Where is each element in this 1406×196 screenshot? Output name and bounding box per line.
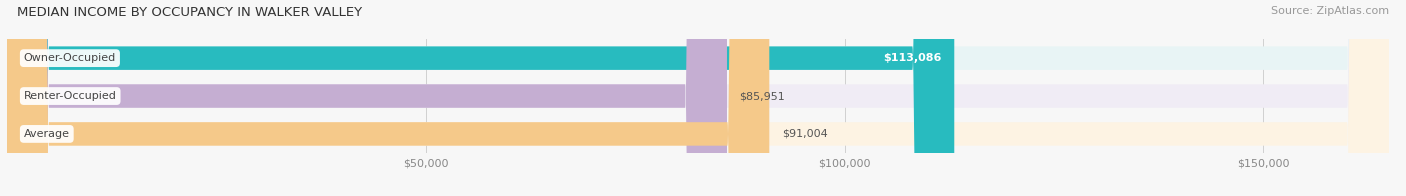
- FancyBboxPatch shape: [7, 0, 1389, 196]
- Text: Renter-Occupied: Renter-Occupied: [24, 91, 117, 101]
- Text: Source: ZipAtlas.com: Source: ZipAtlas.com: [1271, 6, 1389, 16]
- FancyBboxPatch shape: [7, 0, 1389, 196]
- Text: MEDIAN INCOME BY OCCUPANCY IN WALKER VALLEY: MEDIAN INCOME BY OCCUPANCY IN WALKER VAL…: [17, 6, 361, 19]
- Text: $91,004: $91,004: [782, 129, 828, 139]
- FancyBboxPatch shape: [7, 0, 769, 196]
- Text: Average: Average: [24, 129, 70, 139]
- Text: Owner-Occupied: Owner-Occupied: [24, 53, 117, 63]
- FancyBboxPatch shape: [7, 0, 727, 196]
- Text: $85,951: $85,951: [740, 91, 786, 101]
- FancyBboxPatch shape: [7, 0, 1389, 196]
- FancyBboxPatch shape: [7, 0, 955, 196]
- Text: $113,086: $113,086: [883, 53, 942, 63]
